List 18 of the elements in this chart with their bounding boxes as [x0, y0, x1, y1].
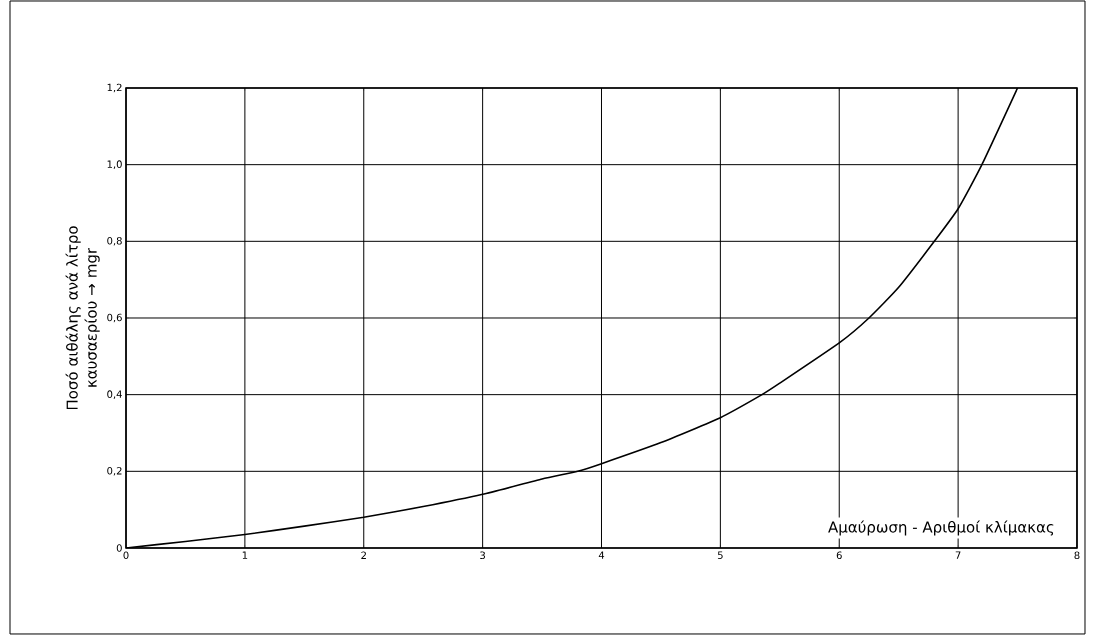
y-tick-label: 0,2: [107, 467, 122, 476]
y-tick-label: 0,4: [107, 390, 122, 399]
x-tick-label: 6: [836, 551, 842, 560]
x-tick-label: 0: [123, 551, 129, 560]
x-tick-label: 4: [598, 551, 605, 559]
y-tick-label: 0: [116, 544, 122, 552]
x-tick-label: 5: [717, 551, 723, 559]
y-tick-label: 1,0: [107, 160, 122, 169]
y-tick-label: 0,6: [107, 313, 122, 323]
y-axis-title: Ποσό αιθάλης ανά λίτρο καυσαερίου → mgr: [65, 226, 100, 410]
x-tick-label: 2: [361, 551, 366, 559]
y-tick-label: 1,2: [107, 83, 122, 93]
x-axis-title: Αμαύρωση - Αριθμοί κλίμακας: [828, 520, 1054, 536]
x-tick-label: 7: [955, 551, 961, 559]
x-tick-label: 8: [1074, 551, 1080, 560]
x-tick-label: 3: [480, 551, 486, 560]
y-tick-label: 0,8: [107, 237, 122, 246]
x-tick-label: 1: [242, 551, 248, 559]
